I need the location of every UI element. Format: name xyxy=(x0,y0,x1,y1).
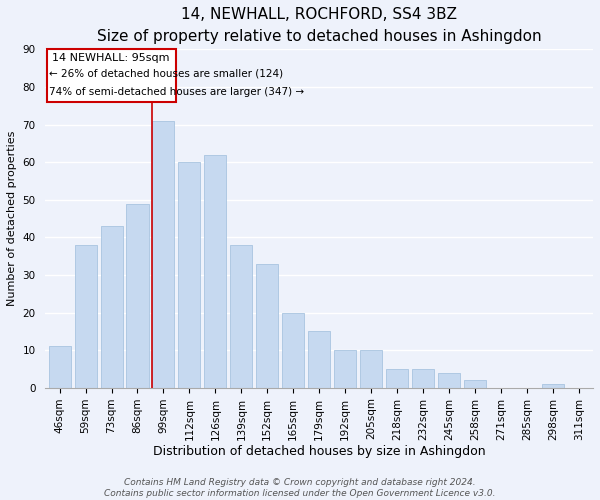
Bar xyxy=(386,369,408,388)
X-axis label: Distribution of detached houses by size in Ashingdon: Distribution of detached houses by size … xyxy=(153,445,485,458)
Title: 14, NEWHALL, ROCHFORD, SS4 3BZ
Size of property relative to detached houses in A: 14, NEWHALL, ROCHFORD, SS4 3BZ Size of p… xyxy=(97,7,542,44)
Bar xyxy=(464,380,486,388)
Bar xyxy=(308,332,330,388)
Bar xyxy=(334,350,356,388)
Text: 74% of semi-detached houses are larger (347) →: 74% of semi-detached houses are larger (… xyxy=(49,86,305,97)
Bar xyxy=(230,245,253,388)
Bar xyxy=(412,369,434,388)
Y-axis label: Number of detached properties: Number of detached properties xyxy=(7,131,17,306)
Bar xyxy=(178,162,200,388)
FancyBboxPatch shape xyxy=(47,50,176,102)
Text: Contains HM Land Registry data © Crown copyright and database right 2024.
Contai: Contains HM Land Registry data © Crown c… xyxy=(104,478,496,498)
Bar xyxy=(438,372,460,388)
Bar xyxy=(101,226,122,388)
Bar xyxy=(360,350,382,388)
Bar xyxy=(49,346,71,388)
Text: ← 26% of detached houses are smaller (124): ← 26% of detached houses are smaller (12… xyxy=(49,68,284,78)
Text: 14 NEWHALL: 95sqm: 14 NEWHALL: 95sqm xyxy=(52,53,170,63)
Bar xyxy=(152,121,175,388)
Bar xyxy=(282,312,304,388)
Bar xyxy=(256,264,278,388)
Bar xyxy=(542,384,564,388)
Bar xyxy=(74,245,97,388)
Bar xyxy=(127,204,149,388)
Bar xyxy=(205,154,226,388)
